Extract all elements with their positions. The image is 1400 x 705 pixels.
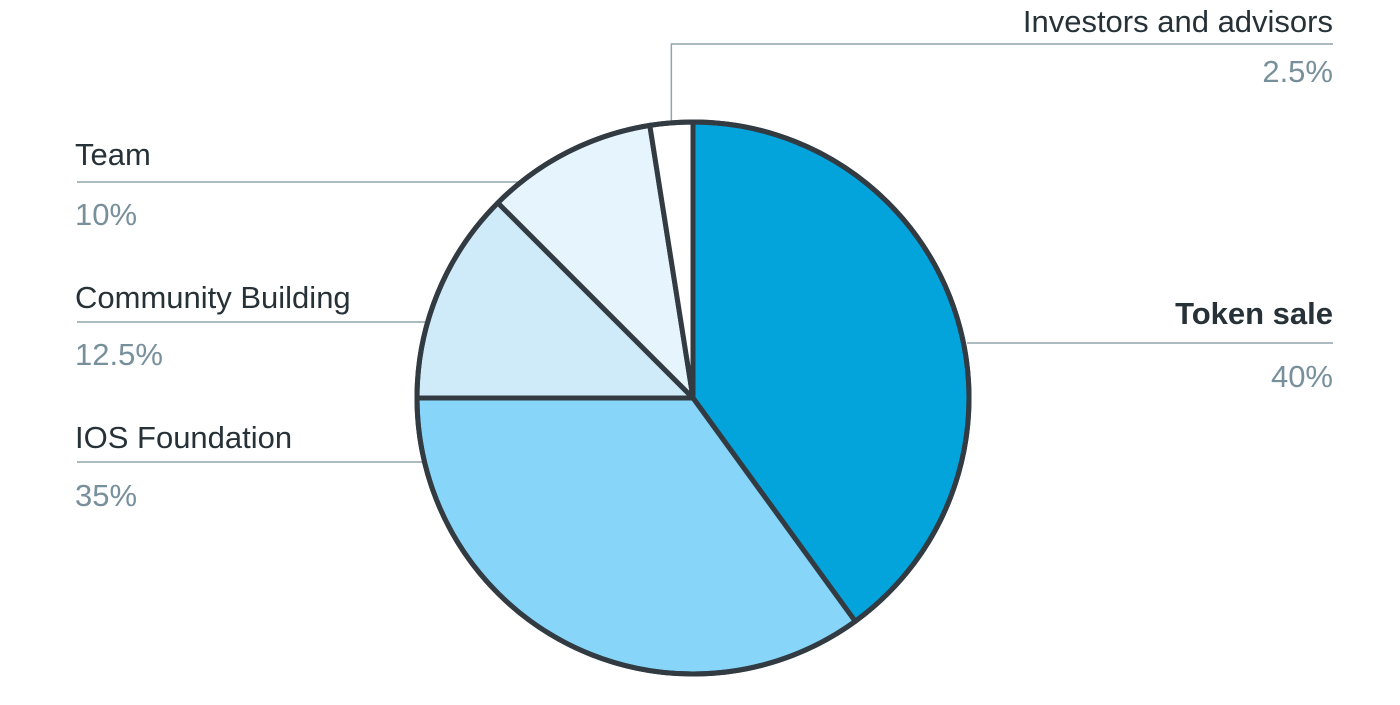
slice-label-name: Investors and advisors — [1023, 4, 1333, 39]
slice-label-value: 2.5% — [1262, 54, 1333, 89]
slice-label-name: Team — [75, 137, 151, 172]
slice-label-name: Token sale — [1175, 296, 1333, 331]
pie-outline — [414, 119, 972, 677]
slice-label-value: 10% — [75, 197, 137, 232]
slice-label-value: 40% — [1271, 359, 1333, 394]
pie-slices — [414, 119, 972, 677]
slice-label-value: 12.5% — [75, 337, 163, 372]
slice-label-name: IOS Foundation — [75, 420, 292, 455]
slice-label-name: Community Building — [75, 280, 351, 315]
slice-label-value: 35% — [75, 478, 137, 513]
leader-line — [670, 43, 1333, 121]
leader-lines — [77, 43, 1333, 463]
slice-labels: Token sale 40% IOS Foundation 35% Community … — [75, 4, 1333, 513]
